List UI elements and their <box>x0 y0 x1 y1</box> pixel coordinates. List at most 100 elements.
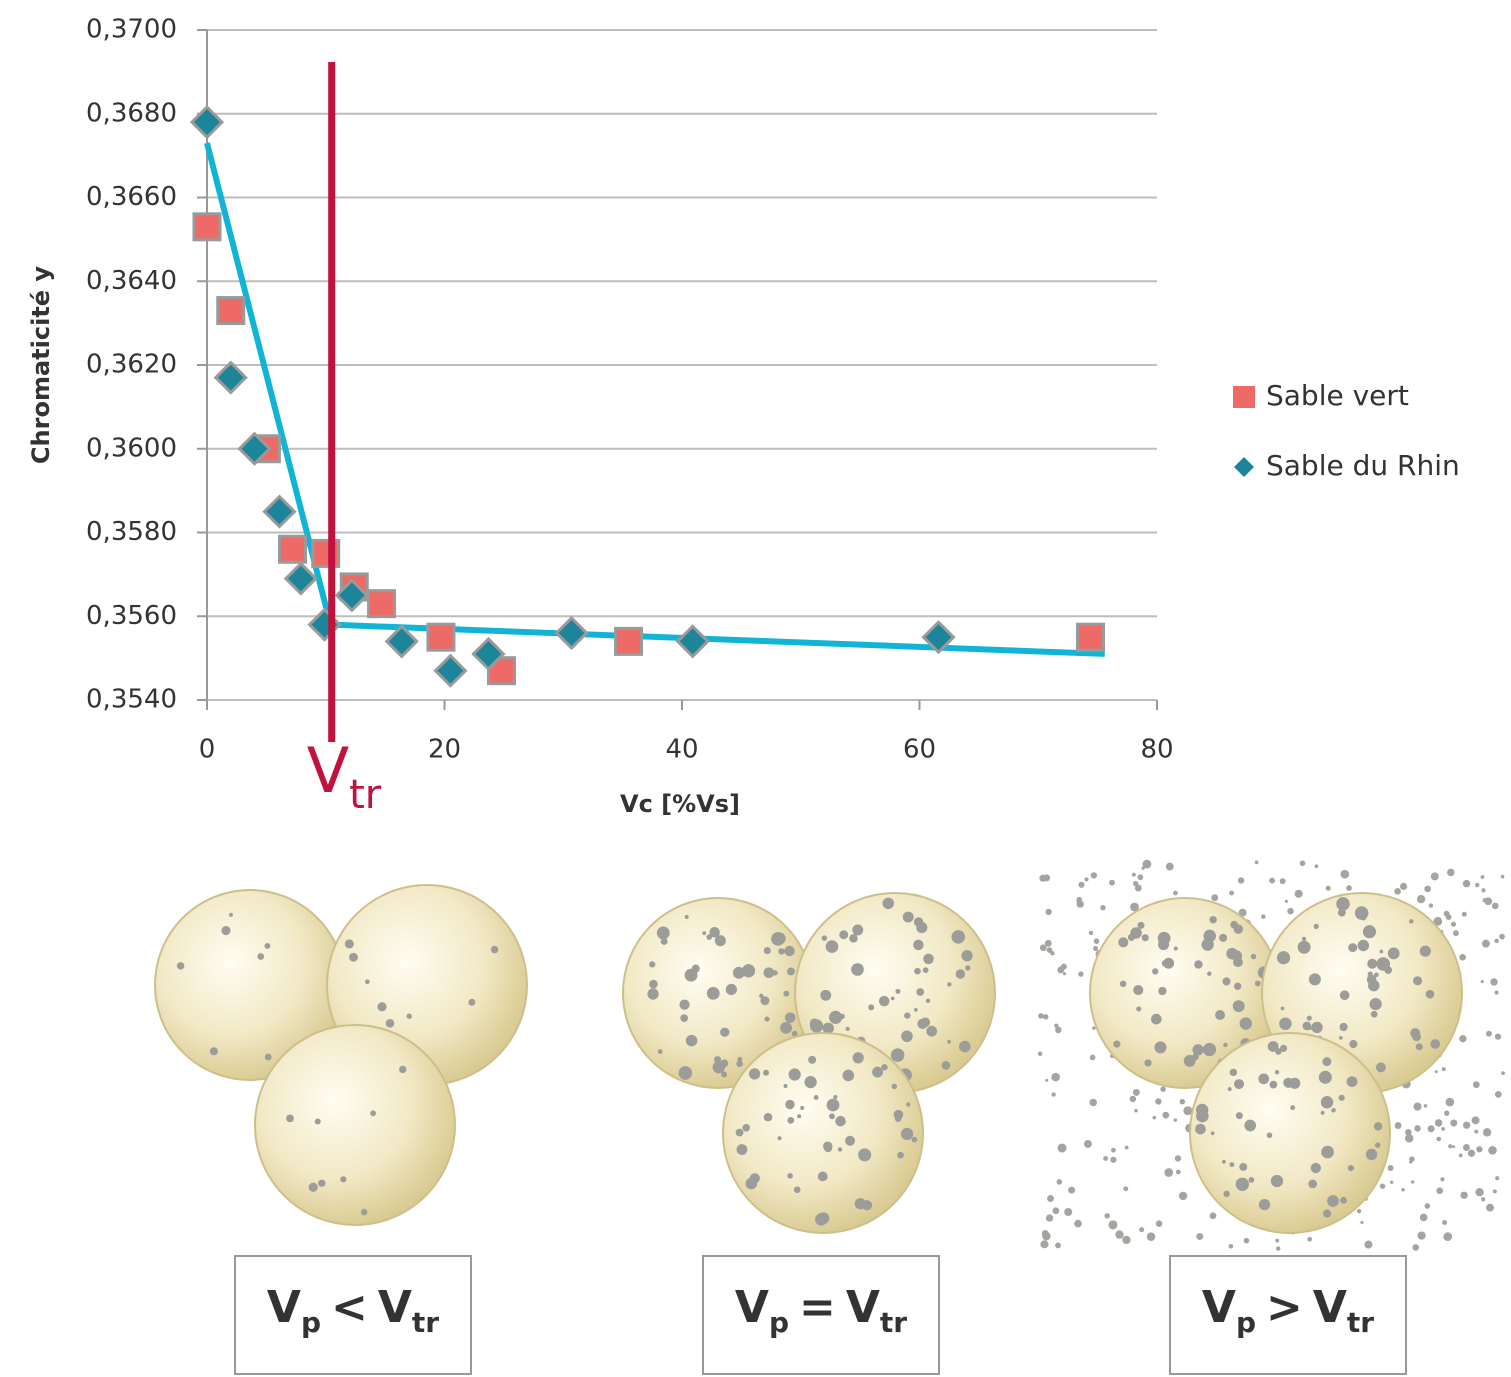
particle <box>1430 1039 1440 1049</box>
particle <box>797 1114 801 1118</box>
particle <box>365 979 370 984</box>
particle <box>926 1026 937 1037</box>
marker-diamond <box>192 107 222 137</box>
particle <box>1388 1165 1394 1171</box>
particle <box>1211 1131 1215 1135</box>
particle <box>1055 1243 1061 1249</box>
particle <box>1446 1098 1455 1107</box>
particle <box>822 935 828 941</box>
particle <box>1347 1076 1358 1087</box>
particle <box>1223 1191 1229 1197</box>
particle <box>1173 891 1178 896</box>
particle <box>1348 1165 1354 1171</box>
particle <box>1481 980 1484 983</box>
particle <box>916 988 924 996</box>
particle <box>1158 987 1166 995</box>
marker-square <box>616 628 642 654</box>
particle <box>1361 915 1367 921</box>
particle <box>1463 1122 1470 1129</box>
particle <box>1151 1014 1162 1025</box>
y-tick-label: 0,3680 <box>86 98 177 128</box>
particle <box>1196 1110 1209 1123</box>
particle <box>1229 1162 1234 1167</box>
x-tick-label: 20 <box>428 735 461 765</box>
particle <box>1290 1105 1295 1110</box>
particle <box>1300 860 1306 866</box>
particle <box>1179 1192 1187 1200</box>
particle <box>1244 1120 1256 1132</box>
particle <box>720 1028 729 1037</box>
particle <box>1311 1163 1321 1173</box>
particle <box>257 953 264 960</box>
particle <box>1442 1220 1447 1225</box>
particle <box>891 1048 905 1062</box>
particle <box>1043 1014 1049 1020</box>
marker-square <box>280 536 306 562</box>
particle <box>746 1178 758 1190</box>
label-right: V <box>1313 1282 1347 1333</box>
particle <box>808 1056 816 1064</box>
particle <box>914 1008 918 1012</box>
particle <box>1238 877 1244 883</box>
particle <box>1413 1103 1421 1111</box>
particle <box>1380 950 1384 954</box>
particle <box>1401 1188 1405 1192</box>
particle <box>1429 903 1433 907</box>
particle <box>720 1059 728 1067</box>
particle <box>1078 882 1084 888</box>
particle <box>1176 1170 1181 1175</box>
particle <box>1108 1220 1117 1229</box>
particle <box>1063 972 1066 975</box>
particle <box>1499 934 1505 940</box>
particle <box>1495 1176 1499 1180</box>
particle <box>1326 886 1331 891</box>
particle <box>685 915 689 919</box>
particle <box>210 1047 218 1055</box>
particle <box>1078 971 1083 976</box>
particle <box>1448 1144 1452 1148</box>
particle <box>1234 983 1241 990</box>
particle <box>1375 1142 1381 1148</box>
particle <box>1339 1023 1347 1031</box>
particle <box>1164 1168 1173 1177</box>
x-tick-label: 80 <box>1140 735 1173 765</box>
particle <box>827 1099 840 1112</box>
particle <box>965 965 970 970</box>
particle <box>1309 973 1321 985</box>
particle <box>1494 939 1499 944</box>
label-operator: > <box>1266 1282 1303 1333</box>
marker-diamond <box>264 497 294 527</box>
particle <box>1374 1122 1382 1130</box>
particle <box>647 988 658 999</box>
particle <box>1495 1033 1501 1039</box>
particle <box>787 1173 793 1179</box>
particle <box>1222 1160 1226 1164</box>
particle <box>1236 1178 1249 1191</box>
particle <box>1156 1099 1161 1104</box>
particle <box>1038 1052 1042 1056</box>
particle <box>892 1084 898 1090</box>
particle <box>1068 1187 1075 1194</box>
particle <box>1280 1045 1287 1052</box>
particle <box>1230 1069 1237 1076</box>
particle <box>763 1070 769 1076</box>
particle <box>785 1100 794 1109</box>
particle <box>895 989 900 994</box>
particle <box>794 1186 801 1193</box>
legend-marker <box>1233 386 1255 408</box>
particle <box>1163 958 1174 969</box>
label-operator: < <box>331 1282 368 1333</box>
particle <box>1490 978 1497 985</box>
particle <box>1476 1146 1482 1152</box>
particle <box>1425 1203 1431 1209</box>
particle <box>649 961 655 967</box>
particle <box>1115 1230 1123 1238</box>
particle <box>1482 940 1490 948</box>
particle <box>862 1200 872 1210</box>
particle <box>895 1116 901 1122</box>
y-tick-label: 0,3620 <box>86 350 177 380</box>
particle <box>1481 875 1485 879</box>
particle <box>1084 877 1088 881</box>
particle <box>1339 1036 1343 1040</box>
particle <box>1376 1063 1386 1073</box>
